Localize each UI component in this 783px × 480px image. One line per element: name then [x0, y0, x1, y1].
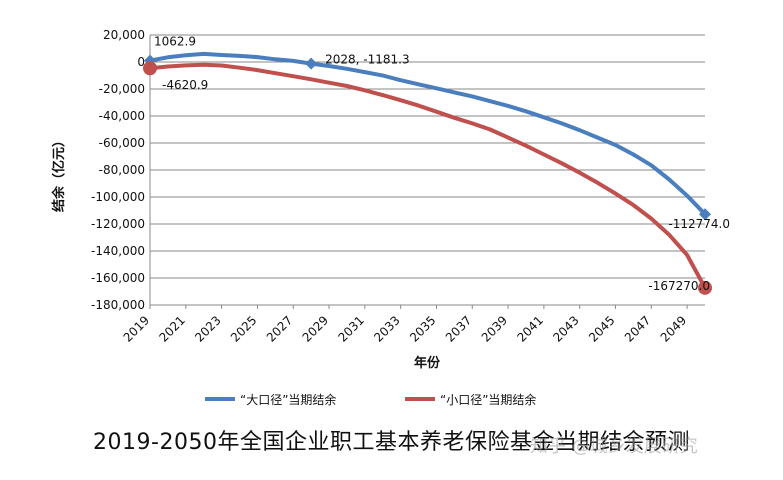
x-tick-label: 2041 — [514, 313, 545, 344]
x-tick-label: 2047 — [622, 313, 653, 344]
x-tick-label: 2029 — [300, 313, 331, 344]
y-tick-label: -120,000 — [91, 217, 145, 231]
x-tick-label: 2031 — [335, 313, 366, 344]
grid-lines — [149, 34, 705, 306]
x-tick-label: 2025 — [228, 313, 259, 344]
x-tick-label: 2043 — [550, 313, 581, 344]
y-axis-ticks: 20,000 0 -20,000 -40,000 -60,000 -80,000 -100,… — [91, 28, 145, 312]
x-axis-ticks: 2019 2021 2023 2025 2027 2029 2031 2033 2035 2037… — [121, 305, 689, 345]
y-tick-label: -180,000 — [91, 298, 145, 312]
y-tick-label: 20,000 — [103, 28, 145, 42]
legend: “大口径”当期结余 “小口径”当期结余 — [205, 392, 536, 407]
y-tick-label: -80,000 — [99, 163, 145, 177]
x-tick-label: 2035 — [407, 313, 438, 344]
y-tick-label: -40,000 — [99, 109, 145, 123]
series-lines — [148, 51, 707, 290]
watermark: 知乎 @城乡发展研究 — [530, 436, 698, 457]
line-chart: 20,000 0 -20,000 -40,000 -60,000 -80,000 -100,… — [51, 28, 730, 407]
x-axis-title: 年份 — [414, 355, 441, 371]
series-line-small — [148, 62, 707, 290]
data-label: -112774.0 — [668, 217, 730, 231]
annotation-labels: 1062.9 2028, -1181.3 -112774.0 -4620.9 -1672… — [154, 35, 730, 293]
x-tick-label: 2019 — [121, 313, 152, 344]
y-axis-title: 结余（亿元） — [51, 134, 67, 212]
x-tick-label: 2027 — [264, 313, 295, 344]
y-tick-label: 0 — [137, 55, 145, 69]
chart-caption: 2019-2050年全国企业职工基本养老保险基金当期结余预测 — [93, 430, 690, 455]
y-tick-label: -160,000 — [91, 271, 145, 285]
data-label: 2028, -1181.3 — [325, 53, 410, 67]
data-label: -167270.0 — [648, 279, 710, 293]
y-tick-label: -100,000 — [91, 190, 145, 204]
y-tick-label: -60,000 — [99, 136, 145, 150]
circle-marker — [698, 280, 712, 295]
data-label: 1062.9 — [154, 35, 196, 49]
legend-label-big: “大口径”当期结余 — [240, 392, 336, 407]
annotation-markers — [143, 54, 712, 295]
diamond-marker — [305, 57, 318, 70]
x-tick-label: 2039 — [479, 313, 510, 344]
x-tick-label: 2045 — [586, 313, 617, 344]
data-label: -4620.9 — [162, 78, 208, 92]
diamond-marker — [699, 208, 711, 221]
y-tick-label: -140,000 — [91, 244, 145, 258]
x-tick-label: 2037 — [443, 313, 474, 344]
x-tick-label: 2033 — [371, 313, 402, 344]
x-tick-label: 2023 — [192, 313, 223, 344]
x-tick-label: 2049 — [658, 313, 689, 344]
y-tick-label: -20,000 — [99, 82, 145, 96]
series-line-big — [148, 51, 707, 217]
circle-marker — [143, 61, 157, 76]
x-tick-label: 2021 — [156, 313, 187, 344]
legend-label-small: “小口径”当期结余 — [440, 392, 536, 407]
